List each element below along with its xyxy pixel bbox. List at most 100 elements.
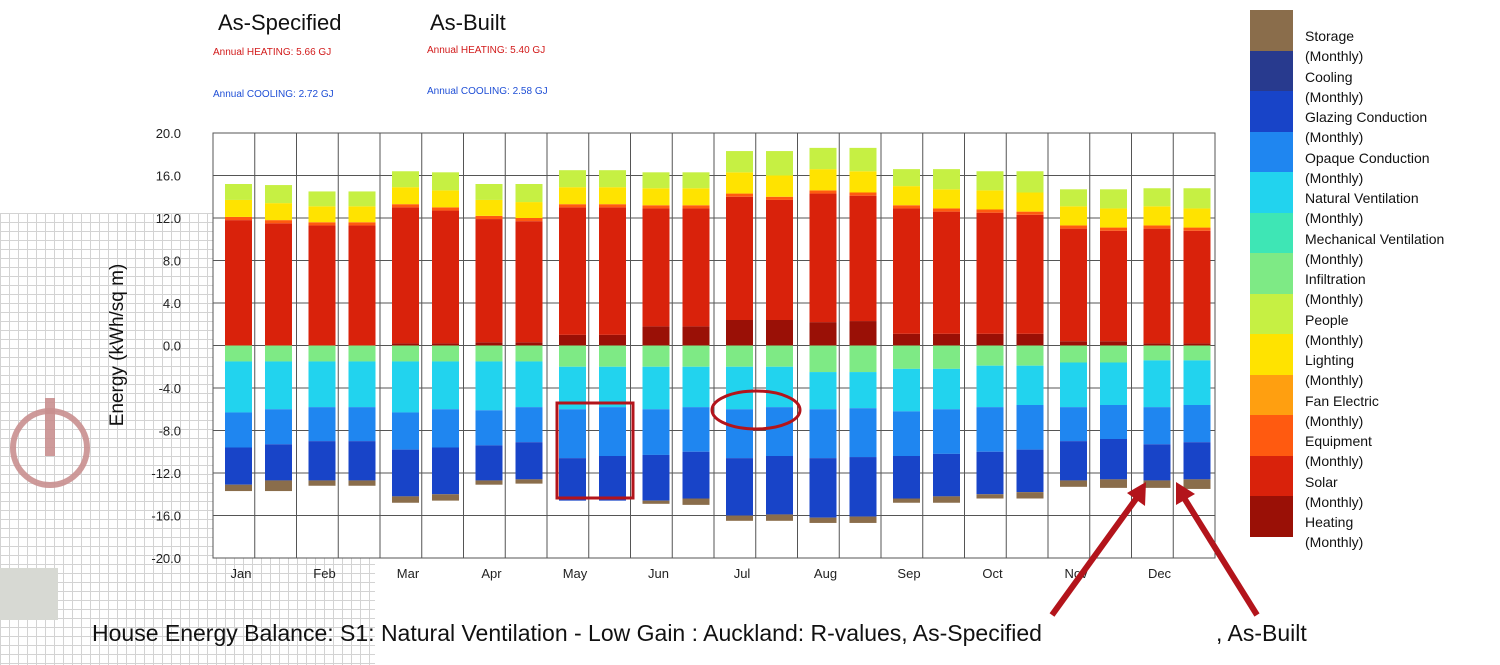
bar-segment: [515, 442, 543, 480]
x-tick-label: Jan: [231, 566, 252, 581]
bar-segment: [849, 516, 877, 523]
bar-segment: [682, 451, 710, 499]
spec-annual-cooling: Annual COOLING: 2.72 GJ: [213, 89, 334, 100]
bar-segment: [1100, 405, 1127, 439]
bar-segment: [1016, 449, 1044, 493]
bar-segment: [308, 441, 336, 481]
bar-segment: [726, 409, 753, 459]
bar-segment: [475, 345, 503, 362]
bar-segment: [1183, 343, 1211, 346]
bar-segment: [599, 456, 626, 501]
arrow-as-built: [1178, 491, 1260, 617]
bar-segment: [515, 407, 543, 443]
bar-segment: [642, 345, 670, 367]
bar-segment: [432, 207, 459, 211]
bar-segment: [1060, 345, 1087, 363]
bar-segment: [1143, 343, 1171, 346]
bar-segment: [1060, 225, 1087, 229]
x-tick-label: May: [563, 566, 588, 581]
bar-segment: [475, 215, 503, 220]
bar-segment: [265, 409, 292, 445]
bar-segment: [726, 515, 753, 521]
legend-swatch: [1250, 415, 1293, 456]
bar-segment: [976, 365, 1004, 408]
bar-segment: [559, 345, 586, 367]
bar-segment: [893, 333, 920, 346]
legend-swatch: [1250, 10, 1293, 51]
bar-segment: [515, 479, 543, 484]
legend-item: Opaque Conduction (Monthly): [1250, 131, 1495, 186]
bar-segment: [1016, 492, 1044, 499]
bar-segment: [933, 496, 960, 503]
bar-segment: [933, 211, 960, 334]
bar-segment: [475, 342, 503, 346]
bar-segment: [599, 366, 626, 408]
legend-item: Natural Ventilation (Monthly): [1250, 172, 1495, 226]
bar-segment: [1183, 360, 1211, 405]
bar-segment: [809, 517, 837, 523]
bar-segment: [392, 412, 419, 450]
x-tick-label: Sep: [897, 566, 920, 581]
legend-label: Opaque Conduction (Monthly): [1305, 149, 1430, 186]
bar-segment: [348, 480, 376, 486]
bar-segment: [1060, 441, 1087, 481]
chart-caption: House Energy Balance: S1: Natural Ventil…: [92, 620, 1042, 646]
bar-segment: [1100, 341, 1127, 346]
bar-segment: [225, 484, 252, 492]
legend-item: Mechanical Ventilation (Monthly): [1250, 212, 1495, 267]
chart-axes: 20.0 16.0 12.0 8.0 4.0 0.0 -4.0 -8.0 -12.0 -16.0 -…: [107, 126, 1172, 581]
x-tick-label: Jul: [734, 566, 751, 581]
bar-segment: [642, 188, 670, 206]
bar-segment: [1143, 225, 1171, 229]
x-tick-label: Apr: [481, 566, 502, 581]
legend-swatch: [1250, 334, 1293, 375]
legend-swatch: [1250, 131, 1293, 172]
legend-item: Infiltration (Monthly): [1250, 253, 1495, 307]
bar-segment: [849, 192, 877, 196]
built-annual-cooling: Annual COOLING: 2.58 GJ: [427, 86, 548, 97]
bar-segment: [809, 345, 837, 373]
bar-segment: [1016, 214, 1044, 334]
bar-segment: [1143, 206, 1171, 226]
bar-segment: [1100, 479, 1127, 488]
legend-label: Equipment (Monthly): [1305, 433, 1372, 469]
bar-segment: [432, 210, 459, 344]
bar-segment: [893, 498, 920, 503]
bar-segment: [893, 186, 920, 206]
bar-segment: [849, 408, 877, 458]
bar-segment: [766, 366, 793, 408]
bar-segment: [225, 184, 252, 200]
bar-segment: [599, 170, 626, 188]
bar-segment: [682, 188, 710, 206]
bar-segment: [1143, 228, 1171, 344]
bar-segment: [766, 320, 793, 346]
bar-segment: [1100, 362, 1127, 405]
bar-segment: [726, 458, 753, 516]
bar-segment: [475, 410, 503, 446]
legend-swatch: [1250, 253, 1293, 294]
may-highlight-box: [555, 401, 635, 500]
power-symbol-icon: [10, 398, 90, 488]
legend-swatch: [1250, 50, 1293, 91]
bar-segment: [642, 326, 670, 346]
bar-segment: [265, 480, 292, 492]
bar-segment: [308, 222, 336, 226]
bar-segment: [392, 496, 419, 503]
bar-segment: [893, 368, 920, 412]
legend-label: Natural Ventilation (Monthly): [1305, 190, 1419, 226]
spec-annual-heating: Annual HEATING: 5.66 GJ: [213, 47, 332, 58]
chart-caption-as-built: , As-Built: [1216, 620, 1307, 646]
bar-segment: [766, 514, 793, 521]
bar-segment: [515, 342, 543, 346]
bar-segment: [1016, 345, 1044, 366]
y-axis-label: Energy (kWh/sq m): [107, 264, 128, 427]
bar-segment: [976, 209, 1004, 213]
built-annual-heating: Annual HEATING: 5.40 GJ: [427, 45, 546, 56]
bar-segment: [308, 361, 336, 408]
bar-segment: [893, 208, 920, 334]
bar-segment: [682, 407, 710, 452]
arrow-as-specified: [1049, 490, 1144, 617]
bar-segment: [933, 368, 960, 410]
bar-segment: [599, 345, 626, 367]
